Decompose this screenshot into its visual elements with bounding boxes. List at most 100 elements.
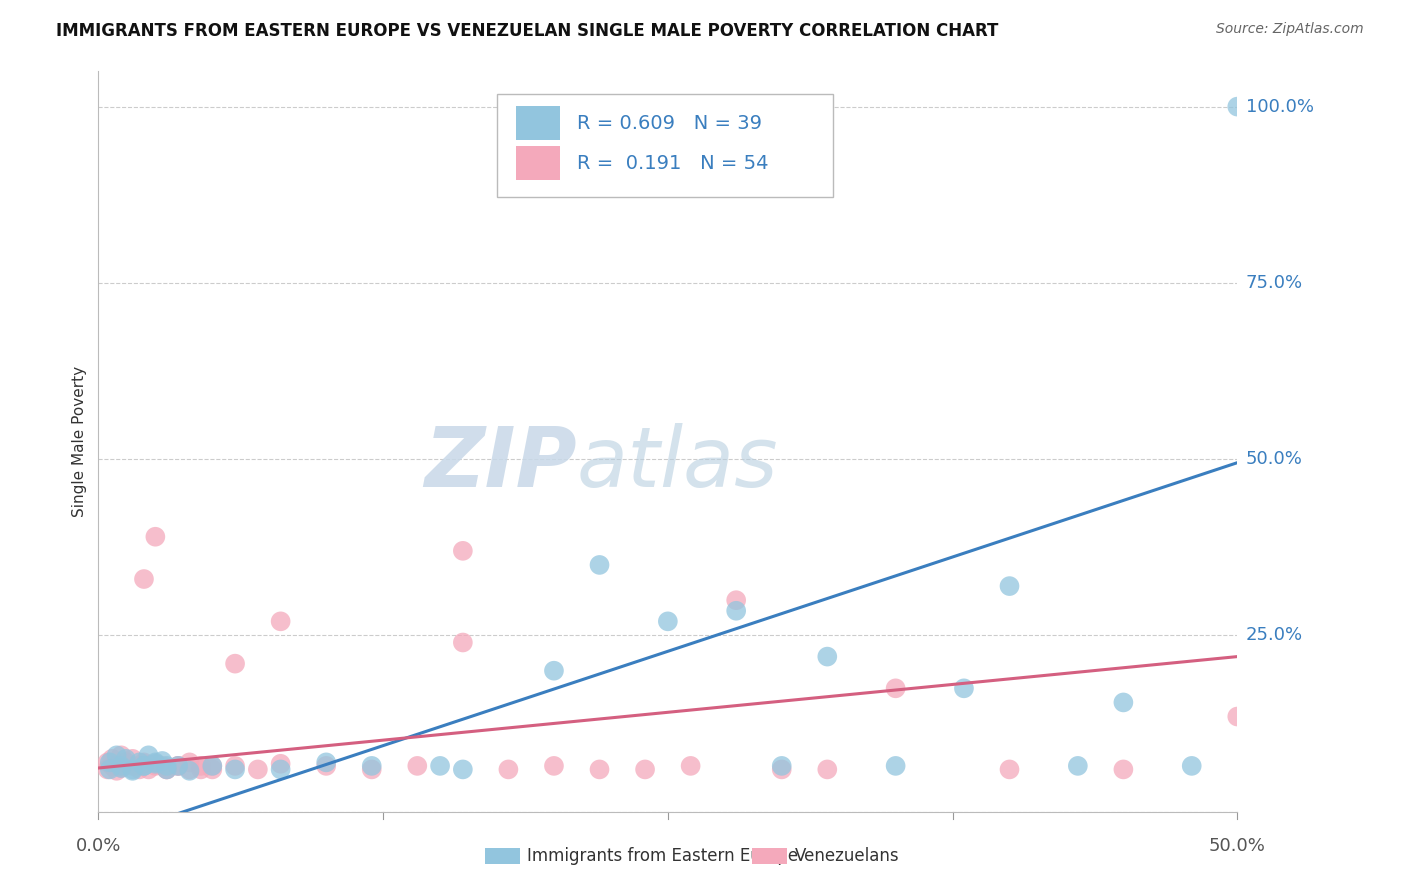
Point [679,759,702,773]
Point [132,572,155,586]
Point [105,764,128,778]
Point [128,756,150,770]
Point [884,681,907,696]
Point [224,763,246,777]
Point [270,615,292,629]
Point [315,756,337,770]
Text: 100.0%: 100.0% [1246,97,1313,116]
Point [451,635,474,649]
Point [1112,763,1135,777]
Point [770,759,793,773]
Point [815,763,838,777]
Point [98,756,121,770]
Point [110,761,132,775]
FancyBboxPatch shape [498,94,832,197]
Text: IMMIGRANTS FROM EASTERN EUROPE VS VENEZUELAN SINGLE MALE POVERTY CORRELATION CHA: IMMIGRANTS FROM EASTERN EUROPE VS VENEZU… [56,22,998,40]
Point [128,759,150,773]
Point [145,756,167,770]
Point [128,763,150,777]
Point [150,759,173,773]
Point [101,759,124,773]
Point [145,530,167,544]
Point [114,756,136,770]
Point [110,748,132,763]
Point [167,759,190,773]
Text: 50.0%: 50.0% [1246,450,1302,468]
Y-axis label: Single Male Poverty: Single Male Poverty [72,366,87,517]
Point [145,756,167,771]
Text: R = 0.609   N = 39: R = 0.609 N = 39 [576,113,762,133]
Point [770,763,793,777]
Text: Immigrants from Eastern Europe: Immigrants from Eastern Europe [527,847,799,865]
Text: Source: ZipAtlas.com: Source: ZipAtlas.com [1216,22,1364,37]
Point [998,579,1021,593]
Point [884,759,907,773]
Text: atlas: atlas [576,423,779,504]
Point [132,759,155,773]
Point [179,764,201,778]
Point [451,763,474,777]
Point [406,759,429,773]
Point [121,764,143,778]
Point [657,615,679,629]
Point [132,759,155,773]
Point [156,763,179,777]
Point [270,763,292,777]
Point [96,756,118,770]
Point [101,752,124,766]
Point [132,756,155,770]
Text: Venezuelans: Venezuelans [794,847,898,865]
Point [270,756,292,771]
Point [145,759,167,773]
Text: 25.0%: 25.0% [1246,626,1303,644]
Point [815,649,838,664]
Point [224,657,246,671]
Point [105,748,128,763]
Point [725,604,748,618]
Point [725,593,748,607]
Point [105,759,128,773]
Text: 75.0%: 75.0% [1246,274,1303,292]
Point [1067,759,1090,773]
Point [114,752,136,766]
Point [953,681,976,696]
Point [1226,100,1249,114]
Text: R =  0.191   N = 54: R = 0.191 N = 54 [576,153,768,173]
Point [150,754,173,768]
Point [360,763,382,777]
Point [179,756,201,770]
Point [190,763,212,777]
Point [429,759,451,773]
Point [179,763,201,777]
Point [156,759,179,773]
Point [543,664,565,678]
Point [1226,709,1249,723]
Point [138,748,160,763]
Point [110,759,132,773]
Point [156,763,179,777]
Point [96,763,118,777]
Point [998,763,1021,777]
Point [190,759,212,773]
Text: 0.0%: 0.0% [76,837,121,855]
Point [201,763,224,777]
Point [246,763,269,777]
Point [167,759,190,773]
Point [201,759,224,773]
Point [451,544,474,558]
Bar [516,146,560,180]
Point [110,761,132,775]
Point [1181,759,1204,773]
Text: ZIP: ZIP [425,423,576,504]
Point [201,759,224,773]
Point [138,763,160,777]
Bar [516,106,560,140]
Point [588,763,610,777]
Point [114,756,136,770]
Point [315,759,337,773]
Point [634,763,657,777]
Point [360,759,382,773]
Point [156,763,179,777]
Point [121,763,143,777]
Point [224,759,246,773]
